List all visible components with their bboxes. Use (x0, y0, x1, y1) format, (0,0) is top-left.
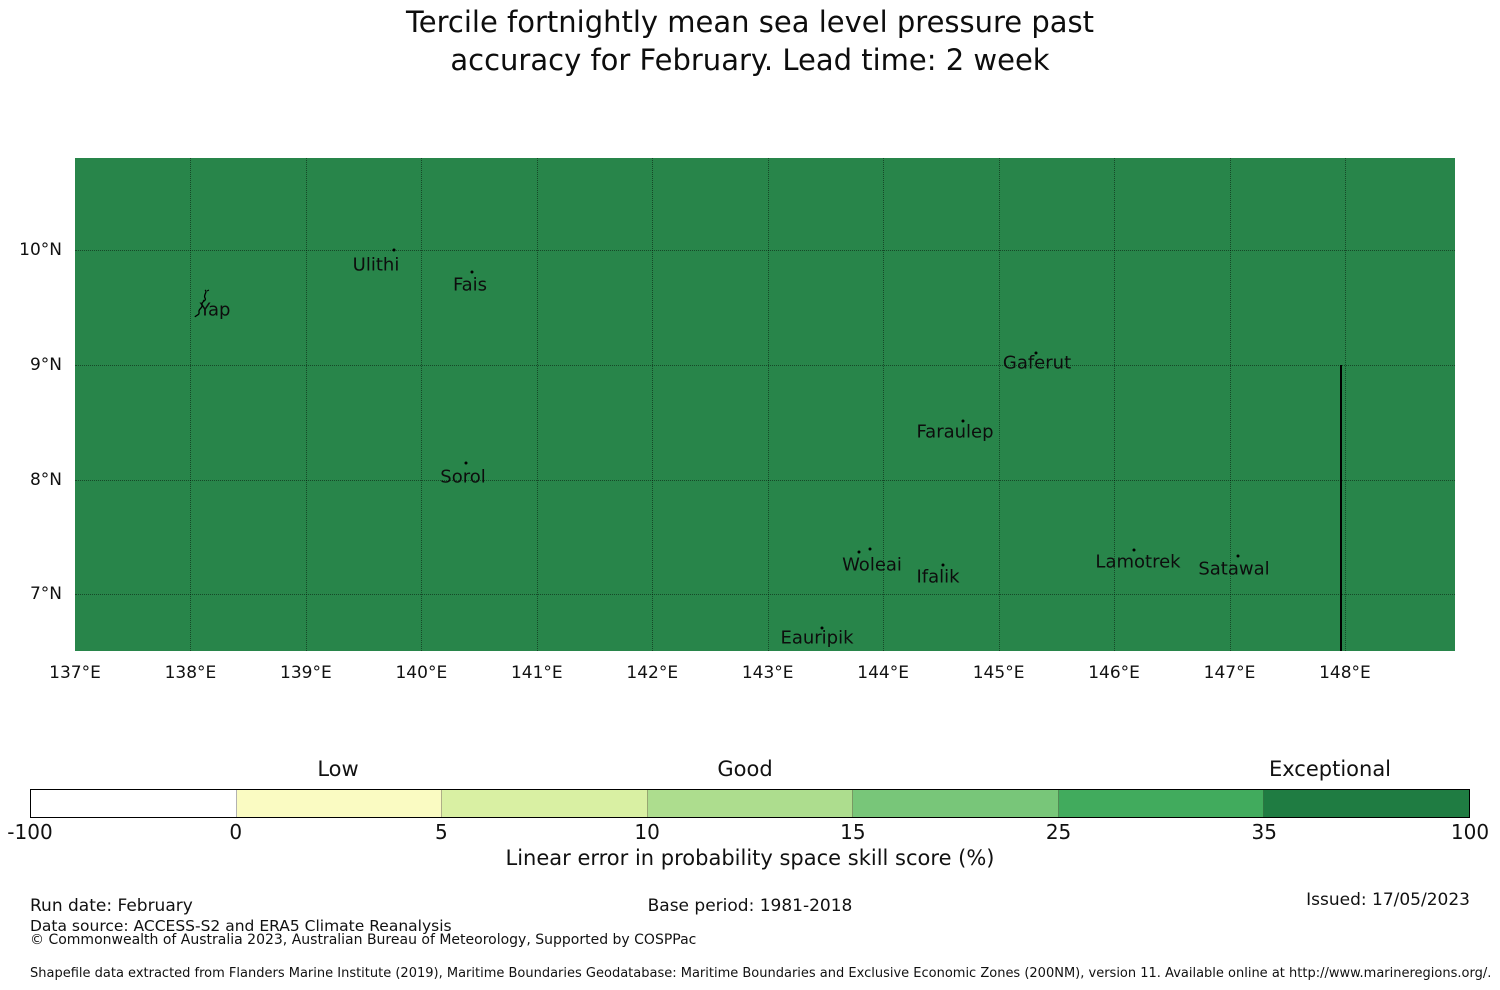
gridline-meridian (998, 158, 1000, 651)
x-tick-label: 143°E (741, 663, 794, 683)
colorbar-tick-label: 35 (1251, 820, 1278, 844)
island-dot (857, 550, 861, 554)
colorbar-title: Linear error in probability space skill … (505, 846, 995, 870)
title-line-2: accuracy for February. Lead time: 2 week (450, 43, 1050, 77)
island-dot (1236, 554, 1240, 558)
gridline-parallel (75, 594, 1455, 596)
gridline-meridian (305, 158, 307, 651)
island-dot (941, 563, 945, 567)
colorbar-zone-labels: Low Good Exceptional (0, 757, 1500, 785)
map-area: Yap Ulithi Fais Sorol Gaferut Faraulep Woleai I… (75, 158, 1455, 651)
x-tick-label: 144°E (857, 663, 909, 683)
title-line-1: Tercile fortnightly mean sea level press… (405, 5, 1095, 39)
island-label-ulithi: Ulithi (352, 254, 400, 276)
y-tick-label: 7°N (29, 584, 62, 605)
gridline-meridian (652, 158, 654, 651)
colorbar-tick-label: 5 (435, 820, 448, 844)
x-tick-label: 138°E (164, 663, 217, 683)
island-label-lamotrek: Lamotrek (1095, 551, 1181, 573)
island-label-yap: Yap (199, 299, 231, 321)
island-dot (868, 547, 872, 551)
eez-boundary-line (1340, 365, 1342, 651)
latitude-axis: 10°N 9°N 8°N 7°N (0, 158, 75, 651)
island-dot (470, 270, 474, 274)
island-label-sorol: Sorol (440, 466, 486, 488)
island-label-gaferut: Gaferut (1002, 352, 1072, 374)
gridline-parallel (75, 479, 1455, 481)
copyright-label: © Commonwealth of Australia 2023, Austra… (30, 932, 697, 948)
colorbar-tick-label: 25 (1045, 820, 1072, 844)
island-dot (392, 248, 396, 252)
colorbar-tick-label: 15 (840, 820, 866, 844)
run-date-label: Run date: February (30, 896, 193, 916)
colorbar-segment (442, 790, 648, 817)
yap-island-outline (194, 289, 210, 318)
island-dot (961, 419, 965, 423)
gridline-meridian (536, 158, 538, 651)
y-tick-label: 10°N (19, 240, 62, 260)
base-period-label: Base period: 1981-2018 (647, 896, 853, 916)
x-tick-label: 148°E (1319, 663, 1371, 683)
x-tick-label: 146°E (1088, 663, 1140, 683)
x-tick-label: 137°E (49, 663, 101, 683)
data-source-label: Data source: ACCESS-S2 and ERA5 Climate … (30, 917, 452, 935)
longitude-axis: 137°E 138°E 139°E 140°E 141°E 142°E 143°E 144°E… (49, 651, 1455, 691)
y-tick-label: 8°N (29, 469, 62, 490)
x-tick-label: 140°E (395, 663, 448, 683)
figure-title: Tercile fortnightly mean sea level press… (0, 3, 1500, 79)
x-tick-label: 147°E (1203, 663, 1256, 683)
island-label-eauripik: Eauripik (780, 627, 854, 649)
x-tick-label: 141°E (510, 663, 563, 683)
y-tick-label: 9°N (29, 354, 62, 375)
island-dot (1034, 351, 1038, 355)
colorbar-tick-label: -100 (7, 820, 53, 844)
x-tick-label: 145°E (972, 663, 1025, 683)
x-tick-label: 139°E (280, 663, 332, 683)
colorbar-segment (853, 790, 1059, 817)
colorbar-segment (647, 790, 854, 817)
yap-island-shape (191, 288, 213, 322)
colorbar-tick-labels: -100 0 5 10 15 25 35 100 (7, 820, 1489, 846)
gridline-meridian (1344, 158, 1346, 651)
gridline-meridian (190, 158, 192, 651)
gridline-meridian (883, 158, 885, 651)
island-label-faraulep: Faraulep (916, 421, 994, 443)
island-label-woleai: Woleai (842, 554, 902, 576)
island-dot (464, 461, 468, 465)
gridline-meridian (1114, 158, 1116, 651)
x-tick-label: 142°E (626, 663, 679, 683)
gridline-parallel (75, 364, 1455, 366)
colorbar-tick-label: 0 (229, 820, 243, 844)
colorbar-zone-label-low: Low (317, 757, 359, 781)
colorbar (30, 789, 1470, 818)
colorbar-segment (1264, 790, 1470, 817)
shapefile-note: Shapefile data extracted from Flanders M… (30, 966, 1492, 981)
colorbar-zone-label-exceptional: Exceptional (1268, 757, 1392, 781)
gridline-parallel (75, 250, 1455, 251)
island-label-satawal: Satawal (1198, 558, 1270, 580)
island-label-ifalik: Ifalik (916, 566, 960, 588)
colorbar-segment (236, 790, 443, 817)
colorbar-tick-label: 100 (1450, 820, 1490, 844)
gridline-meridian (767, 158, 769, 651)
colorbar-zone-label-good: Good (717, 757, 773, 781)
issued-date-label: Issued: 17/05/2023 (1306, 890, 1470, 910)
island-dot (1132, 548, 1136, 552)
island-dot (820, 626, 824, 630)
gridline-meridian (1229, 158, 1231, 651)
colorbar-segment (31, 790, 237, 817)
island-label-fais: Fais (452, 274, 488, 296)
gridline-meridian (421, 158, 423, 651)
colorbar-tick-label: 10 (634, 820, 660, 844)
colorbar-segment (1058, 790, 1265, 817)
